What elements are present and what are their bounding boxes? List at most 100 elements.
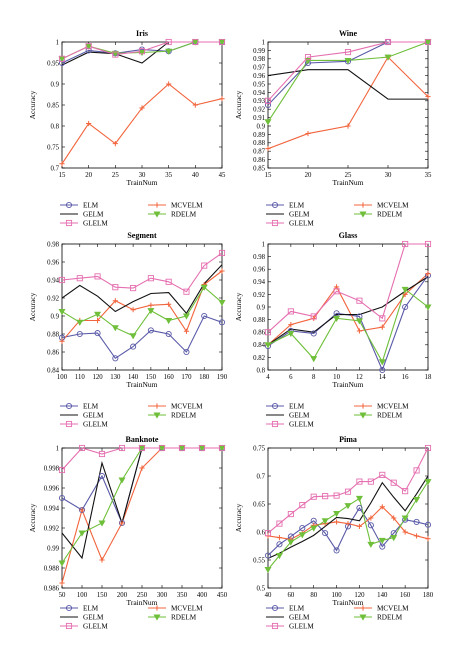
- data-point-mcvelm: [379, 504, 385, 510]
- legend-label: GLELM: [289, 421, 314, 429]
- data-point-glelm: [424, 240, 432, 248]
- data-point-rdelm: [287, 330, 295, 338]
- x-tick-label: 150: [146, 374, 157, 381]
- chart-title: Segment: [127, 231, 157, 240]
- y-tick-label: 0.84: [253, 342, 265, 349]
- legend-label: MCVELM: [171, 202, 203, 210]
- y-tick-label: 0.9: [257, 123, 266, 130]
- y-tick-label: 0.994: [44, 505, 60, 512]
- y-tick-label: 0.8: [257, 367, 266, 374]
- data-point-rdelm: [111, 325, 119, 332]
- x-axis-label: TrainNum: [333, 178, 364, 187]
- data-point-glelm: [112, 284, 119, 291]
- x-tick-label: 130: [110, 374, 121, 381]
- x-tick-label: 80: [310, 592, 317, 599]
- y-tick-label: 0.7: [257, 473, 266, 480]
- data-point-mcvelm: [59, 161, 65, 167]
- legend-label: RDELM: [377, 412, 403, 420]
- x-tick-label: 20: [305, 172, 312, 179]
- series-line-glelm: [62, 252, 222, 293]
- data-point-glelm: [402, 240, 409, 248]
- x-tick-label: 4: [266, 374, 270, 381]
- data-point-rdelm: [118, 477, 126, 484]
- y-tick-label: 0.7: [51, 165, 60, 172]
- x-tick-label: 50: [59, 592, 66, 599]
- legend: ELM MCVELM GELM RDELM GLELM: [60, 202, 203, 228]
- x-tick-label: 450: [217, 592, 228, 599]
- legend-label: ELM: [83, 605, 99, 613]
- x-tick-label: 15: [265, 172, 272, 179]
- data-point-glelm: [165, 278, 172, 285]
- y-tick-label: 0.75: [47, 144, 59, 151]
- data-point-rdelm: [98, 520, 106, 527]
- data-point-rdelm: [384, 54, 392, 61]
- data-point-glelm: [264, 329, 272, 336]
- data-point-elm: [356, 504, 363, 511]
- x-tick-label: 60: [287, 592, 294, 599]
- data-point-rdelm: [413, 497, 421, 504]
- data-point-mcvelm: [139, 105, 145, 111]
- y-tick-label: 0.96: [253, 267, 265, 274]
- data-point-elm: [147, 327, 154, 334]
- legend-marker: [65, 402, 73, 410]
- x-tick-label: 6: [289, 374, 293, 381]
- data-point-rdelm: [310, 356, 318, 363]
- data-point-glelm: [183, 288, 190, 295]
- data-point-rdelm: [424, 304, 432, 311]
- legend-marker: [153, 211, 161, 218]
- y-tick-label: 0.988: [44, 565, 60, 572]
- data-point-mcvelm: [183, 328, 190, 334]
- y-axis-label: Accuracy: [234, 292, 243, 321]
- series-line-gelm: [268, 475, 428, 559]
- legend-label: GELM: [289, 211, 310, 219]
- data-point-glelm: [264, 97, 272, 104]
- legend-label: MCVELM: [171, 605, 203, 613]
- y-tick-label: 0.98: [253, 56, 265, 63]
- data-point-glelm: [344, 488, 352, 495]
- legend: ELM MCVELM GELM RDELM GLELM: [266, 403, 409, 429]
- y-tick-label: 0.94: [253, 279, 265, 286]
- data-point-elm: [264, 101, 272, 109]
- y-tick-label: 1: [56, 39, 59, 46]
- series-line-glelm: [268, 41, 428, 102]
- data-point-mcvelm: [356, 328, 363, 334]
- y-tick-label: 0.986: [44, 585, 60, 592]
- y-tick-label: 0.9: [257, 304, 266, 311]
- data-point-glelm: [287, 511, 294, 518]
- legend-marker: [360, 202, 366, 208]
- data-point-elm: [413, 518, 420, 525]
- y-tick-label: 0.998: [44, 465, 60, 472]
- data-point-elm: [276, 541, 283, 548]
- data-point-mcvelm: [99, 557, 105, 563]
- data-point-mcvelm: [368, 515, 374, 521]
- y-axis-label: Accuracy: [234, 90, 243, 119]
- x-tick-label: 140: [377, 592, 388, 599]
- data-point-rdelm: [58, 560, 66, 567]
- data-point-elm: [264, 552, 272, 559]
- data-point-rdelm: [310, 525, 318, 532]
- series-group: [62, 252, 222, 360]
- data-point-mcvelm: [345, 123, 351, 129]
- series-line-rdelm: [268, 288, 428, 364]
- data-point-glelm: [379, 471, 386, 478]
- chart-title: Glass: [339, 231, 358, 240]
- data-point-mcvelm: [311, 315, 317, 321]
- data-point-elm: [76, 330, 83, 338]
- y-tick-label: 0.85: [253, 165, 265, 172]
- legend-label: MCVELM: [377, 202, 409, 210]
- legend-label: GELM: [289, 412, 310, 420]
- y-axis-label: Accuracy: [28, 503, 37, 532]
- legend-marker: [360, 403, 366, 409]
- data-point-glelm: [201, 262, 208, 269]
- data-point-mcvelm: [379, 324, 385, 330]
- x-tick-label: 20: [85, 172, 92, 179]
- data-point-glelm: [218, 444, 226, 452]
- y-tick-label: 0.82: [253, 355, 265, 362]
- data-point-mcvelm: [79, 507, 85, 513]
- y-tick-label: 0.98: [253, 254, 265, 261]
- data-point-elm: [165, 330, 172, 338]
- legend-label: ELM: [83, 202, 99, 210]
- x-axis-label: TrainNum: [333, 598, 364, 607]
- legend: ELM MCVELM GELM RDELM GLELM: [60, 403, 203, 429]
